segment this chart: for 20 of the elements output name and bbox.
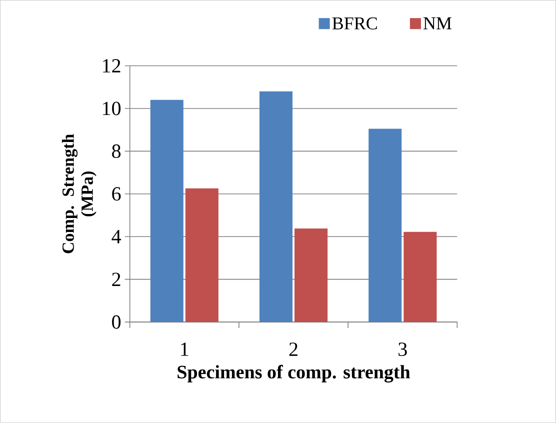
bar <box>259 91 293 322</box>
y-axis-title: Comp. Strength (MPa) <box>62 134 96 254</box>
x-tick-label: 1 <box>181 342 188 356</box>
bar <box>404 232 437 322</box>
bar <box>294 228 328 322</box>
y-tick-label: 8 <box>112 144 121 158</box>
x-axis-title: Specimens of comp. strength <box>178 364 410 383</box>
x-tick-label: 2 <box>289 342 298 356</box>
x-tick-label: 3 <box>398 342 407 356</box>
legend-label: NM <box>423 18 452 30</box>
y-tick-label: 0 <box>112 315 121 329</box>
y-tick-label: 12 <box>103 59 120 72</box>
y-tick-label: 4 <box>112 230 121 244</box>
legend-label: BFRC <box>332 17 377 30</box>
y-tick-label: 6 <box>112 187 121 201</box>
bar <box>150 100 184 322</box>
bar <box>368 128 402 322</box>
y-tick-label: 2 <box>112 272 120 286</box>
y-tick-label: 10 <box>103 102 121 116</box>
bar <box>185 188 218 322</box>
